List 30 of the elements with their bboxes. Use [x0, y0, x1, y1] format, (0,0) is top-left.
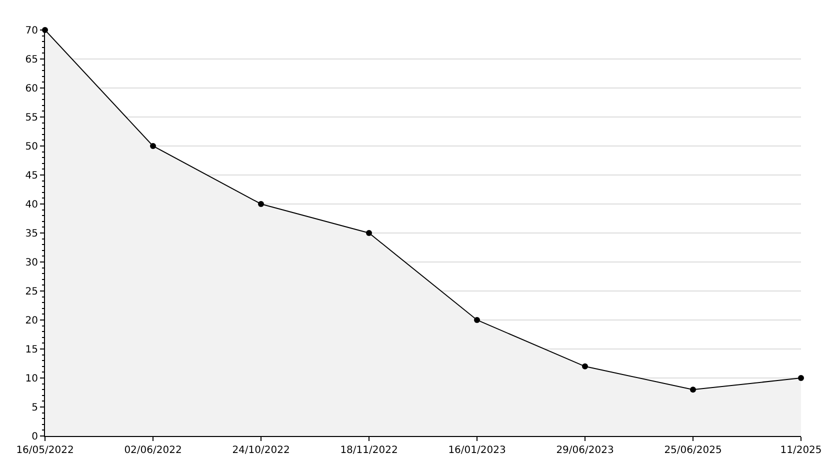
- y-tick-label: 15: [25, 344, 38, 356]
- y-tick-label: 30: [25, 258, 38, 268]
- x-tick-label: 16/01/2023: [448, 445, 506, 456]
- x-tick-label: 18/11/2022: [340, 445, 398, 456]
- y-tick-label: 0: [32, 432, 38, 442]
- y-tick-label: 45: [25, 170, 38, 182]
- point: [474, 317, 480, 323]
- point: [690, 386, 696, 393]
- y-tick-label: 5: [32, 402, 38, 414]
- y-tick-label: 35: [25, 228, 38, 240]
- point: [798, 375, 804, 381]
- y-tick-label: 65: [25, 54, 38, 66]
- point: [582, 363, 588, 370]
- y-tick-label: 25: [25, 286, 38, 298]
- y-tick-label: 55: [25, 112, 38, 124]
- y-tick-label: 20: [25, 316, 38, 326]
- x-tick-label: 02/06/2022: [124, 445, 182, 456]
- y-tick-label: 50: [25, 142, 38, 152]
- point: [258, 201, 264, 207]
- y-tick-label: 60: [25, 84, 38, 94]
- x-tick-label: 29/06/2023: [556, 445, 614, 456]
- x-tick-label: 24/10/2022: [232, 445, 290, 456]
- x-tick-label: 25/06/2025: [664, 445, 722, 456]
- point: [366, 230, 372, 236]
- x-tick-label: 11/2025: [780, 445, 822, 456]
- y-tick-label: 70: [25, 26, 38, 36]
- x-tick-label: 16/05/2022: [16, 445, 74, 456]
- y-tick-label: 10: [25, 374, 38, 384]
- y-tick-label: 40: [25, 200, 38, 210]
- point: [150, 143, 156, 149]
